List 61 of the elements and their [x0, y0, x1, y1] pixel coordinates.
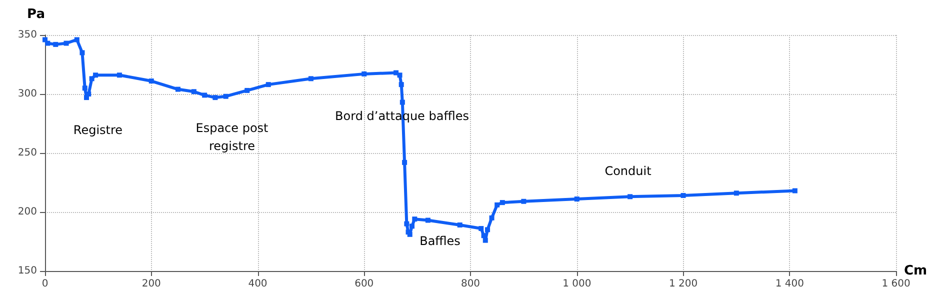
point [792, 188, 798, 194]
point [489, 215, 494, 220]
point [64, 40, 69, 46]
point [191, 89, 196, 94]
point [574, 196, 580, 202]
y-tick-label: 150 [18, 266, 37, 276]
point [478, 226, 484, 232]
point [482, 238, 488, 243]
x-tick-label: 1 200 [668, 278, 698, 290]
point [45, 40, 50, 46]
point [500, 200, 505, 206]
point [89, 76, 94, 82]
point [362, 71, 367, 76]
x-tick-label: 1 000 [562, 278, 592, 290]
point [628, 194, 633, 200]
annotation: Conduit [604, 164, 652, 178]
y-tick-label: 250 [18, 148, 37, 158]
point [521, 198, 526, 204]
point [202, 92, 208, 98]
annotation: Registre [73, 123, 123, 137]
x-tick-label: 1 600 [882, 278, 910, 290]
point [148, 78, 154, 84]
x-tick-label: 800 [460, 278, 480, 290]
point [53, 42, 58, 47]
point [74, 37, 80, 42]
x-tick-label: 600 [354, 278, 374, 290]
y-axis-title: Pa [27, 7, 45, 22]
point [244, 88, 250, 93]
x-tick-label: 200 [142, 278, 161, 290]
y-tick-label: 300 [18, 88, 37, 100]
point [404, 221, 410, 226]
point [412, 216, 418, 222]
point [308, 76, 314, 82]
point [397, 72, 402, 78]
x-tick-label: 0 [42, 278, 48, 290]
point [82, 86, 88, 91]
x-axis-title: Cm [904, 264, 928, 278]
point [80, 50, 85, 56]
annotation: Espace post registre [196, 121, 269, 153]
point [425, 218, 430, 223]
y-tick-label: 200 [18, 206, 37, 218]
y-tick-label: 350 [18, 30, 37, 40]
point [734, 190, 739, 196]
point [409, 224, 414, 229]
x-tick-label: 400 [248, 278, 268, 290]
x-tick-label: 1 400 [775, 278, 804, 290]
point [400, 100, 405, 105]
point [398, 82, 404, 88]
point [212, 95, 218, 100]
point [680, 192, 686, 198]
point [494, 202, 500, 208]
point [175, 86, 180, 92]
annotation: Baffles [420, 234, 460, 248]
point [42, 37, 48, 42]
point [223, 94, 228, 99]
point [266, 82, 271, 88]
point [485, 227, 490, 232]
point [402, 160, 408, 165]
point [93, 72, 98, 78]
point [116, 72, 122, 78]
point [457, 222, 462, 228]
